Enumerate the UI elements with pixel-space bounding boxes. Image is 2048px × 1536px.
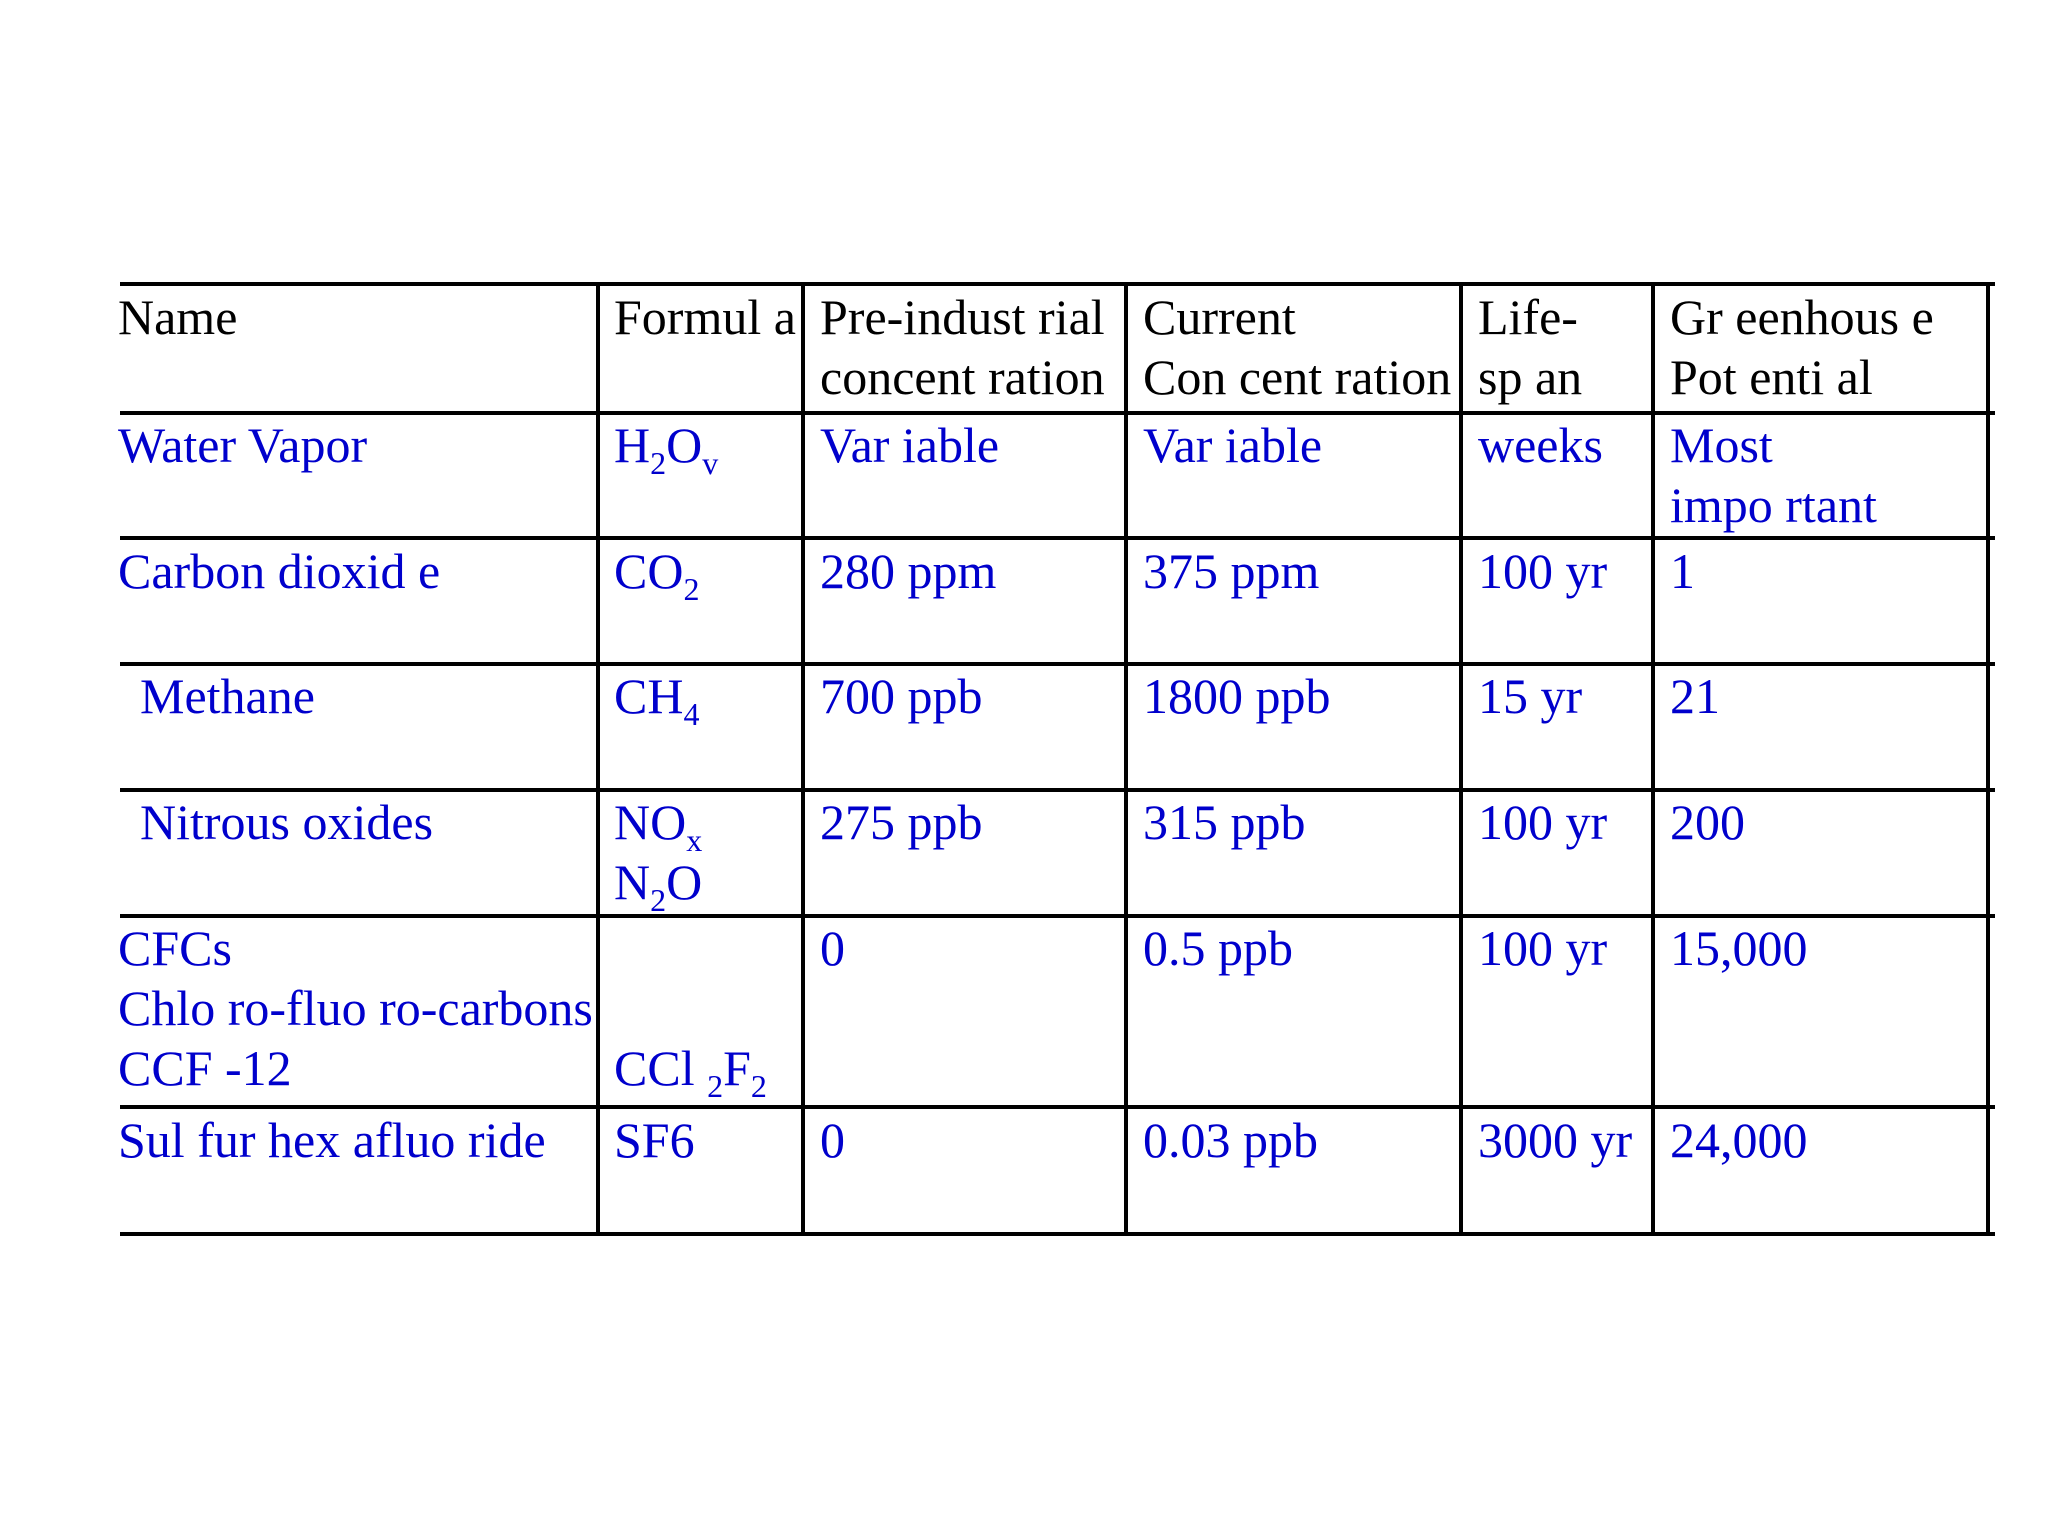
row-pre-industrial: 280 ppm (820, 543, 997, 599)
row-lifespan: 100 yr (1478, 920, 1608, 976)
header-current-line1: Current (1143, 289, 1296, 345)
row-name: Sul fur hex afluo ride (118, 1112, 546, 1168)
table-header: Name Formul a Pre-indust rial concent ra… (118, 289, 1934, 405)
row-current: 0.5 ppb (1143, 920, 1293, 976)
header-lifespan-line1: Life- (1478, 289, 1578, 345)
row-potential-line2: impo rtant (1670, 477, 1877, 533)
table-row: Carbon dioxid e CO2 280 ppm 375 ppm 100 … (118, 543, 1695, 607)
header-lifespan-line2: sp an (1478, 349, 1582, 405)
table-row: Methane CH4 700 ppb 1800 ppb 15 yr 21 (140, 668, 1720, 732)
row-current: 315 ppb (1143, 794, 1306, 850)
header-formula: Formul a (614, 289, 796, 345)
row-current: 0.03 ppb (1143, 1112, 1318, 1168)
table-row: Water Vapor H2Ov Var iable Var iable wee… (118, 417, 1877, 533)
row-potential: 15,000 (1670, 920, 1808, 976)
row-name: Nitrous oxides (140, 794, 433, 850)
header-potential-line1: Gr eenhous e (1670, 289, 1934, 345)
row-formula: H2Ov (614, 417, 718, 481)
table-row: CFCs Chlo ro-fluo ro-carbons CCF -12 CCl… (118, 920, 1808, 1104)
row-name-line3: CCF -12 (118, 1040, 292, 1096)
row-formula-line1: NOx (614, 794, 702, 858)
row-current: 1800 ppb (1143, 668, 1331, 724)
header-name: Name (118, 289, 237, 345)
row-lifespan: 100 yr (1478, 543, 1608, 599)
row-potential: 1 (1670, 543, 1695, 599)
row-pre-industrial: 0 (820, 920, 845, 976)
row-current: 375 ppm (1143, 543, 1320, 599)
header-current-line2: Con cent ration (1143, 349, 1451, 405)
row-name: Water Vapor (118, 417, 367, 473)
row-lifespan: weeks (1478, 417, 1603, 473)
row-name: Methane (140, 668, 315, 724)
row-pre-industrial: 0 (820, 1112, 845, 1168)
table-grid (120, 282, 1995, 1236)
row-lifespan: 15 yr (1478, 668, 1583, 724)
row-pre-industrial: Var iable (820, 417, 999, 473)
table-row: Nitrous oxides NOx N2O 275 ppb 315 ppb 1… (140, 794, 1745, 918)
row-pre-industrial: 700 ppb (820, 668, 983, 724)
row-potential: 21 (1670, 668, 1720, 724)
row-formula: CCl 2F2 (614, 1040, 767, 1104)
row-potential-line1: Most (1670, 417, 1773, 473)
header-pre-industrial-line1: Pre-indust rial (820, 289, 1105, 345)
row-formula: SF6 (614, 1112, 695, 1168)
row-formula: CO2 (614, 543, 699, 607)
row-lifespan: 100 yr (1478, 794, 1608, 850)
row-lifespan: 3000 yr (1478, 1112, 1633, 1168)
row-potential: 24,000 (1670, 1112, 1808, 1168)
header-potential-line2: Pot enti al (1670, 349, 1873, 405)
row-name-line1: CFCs (118, 920, 232, 976)
row-pre-industrial: 275 ppb (820, 794, 983, 850)
row-name-line2: Chlo ro-fluo ro-carbons (118, 980, 593, 1036)
row-current: Var iable (1143, 417, 1322, 473)
row-potential: 200 (1670, 794, 1745, 850)
row-name: Carbon dioxid e (118, 543, 440, 599)
row-formula: CH4 (614, 668, 699, 732)
table-row: Sul fur hex afluo ride SF6 0 0.03 ppb 30… (118, 1112, 1808, 1168)
row-formula-line2: N2O (614, 854, 702, 918)
header-pre-industrial-line2: concent ration (820, 349, 1105, 405)
